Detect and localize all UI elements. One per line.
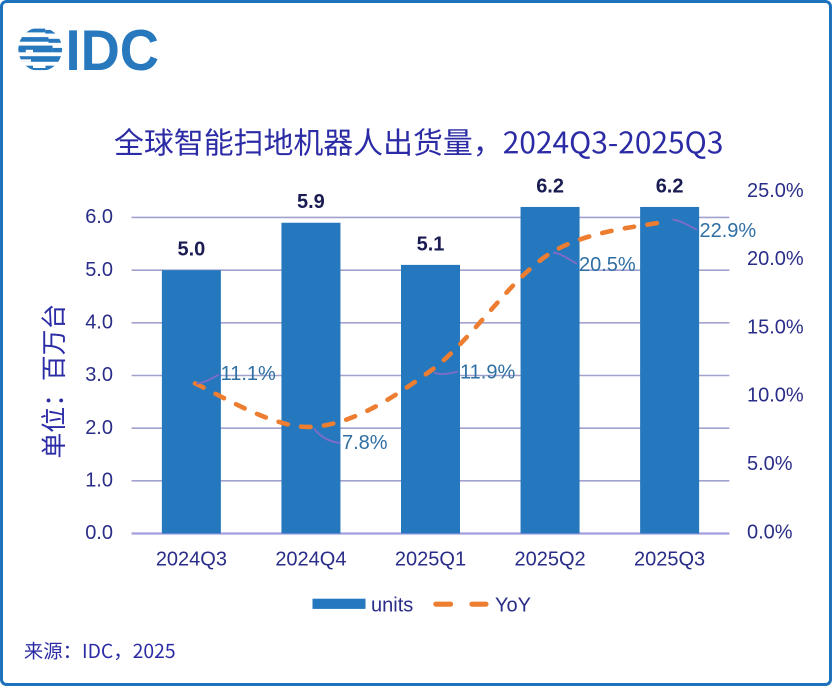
svg-text:2025Q3: 2025Q3 — [634, 548, 705, 570]
svg-text:6.2: 6.2 — [536, 175, 564, 197]
svg-text:22.9%: 22.9% — [700, 220, 757, 242]
svg-text:10.0%: 10.0% — [747, 385, 804, 407]
svg-text:7.8%: 7.8% — [342, 432, 388, 454]
svg-text:20.0%: 20.0% — [747, 248, 804, 270]
svg-text:5.9: 5.9 — [297, 191, 325, 213]
svg-text:11.9%: 11.9% — [460, 362, 515, 384]
svg-text:5.1: 5.1 — [417, 233, 445, 255]
svg-text:1.0: 1.0 — [85, 469, 113, 491]
svg-text:units: units — [371, 595, 413, 617]
svg-text:5.0: 5.0 — [85, 259, 113, 281]
svg-text:2025Q2: 2025Q2 — [515, 548, 586, 570]
svg-text:0.0%: 0.0% — [747, 521, 793, 543]
svg-text:6.0: 6.0 — [85, 206, 113, 228]
svg-text:25.0%: 25.0% — [747, 180, 804, 202]
svg-text:11.1%: 11.1% — [221, 363, 276, 385]
svg-text:2024Q4: 2024Q4 — [275, 548, 346, 570]
svg-text:0.0: 0.0 — [85, 522, 113, 544]
svg-text:4.0: 4.0 — [85, 311, 113, 333]
svg-text:YoY: YoY — [495, 595, 531, 617]
svg-text:6.2: 6.2 — [656, 175, 684, 197]
svg-text:15.0%: 15.0% — [747, 316, 804, 338]
svg-text:2.0: 2.0 — [85, 417, 113, 439]
svg-text:20.5%: 20.5% — [579, 254, 636, 276]
svg-text:2024Q3: 2024Q3 — [156, 548, 227, 570]
svg-text:3.0: 3.0 — [85, 364, 113, 386]
svg-text:2025Q1: 2025Q1 — [395, 548, 466, 570]
svg-text:IDC: IDC — [66, 19, 160, 83]
svg-text:5.0: 5.0 — [177, 239, 205, 261]
svg-text:5.0%: 5.0% — [747, 453, 793, 475]
